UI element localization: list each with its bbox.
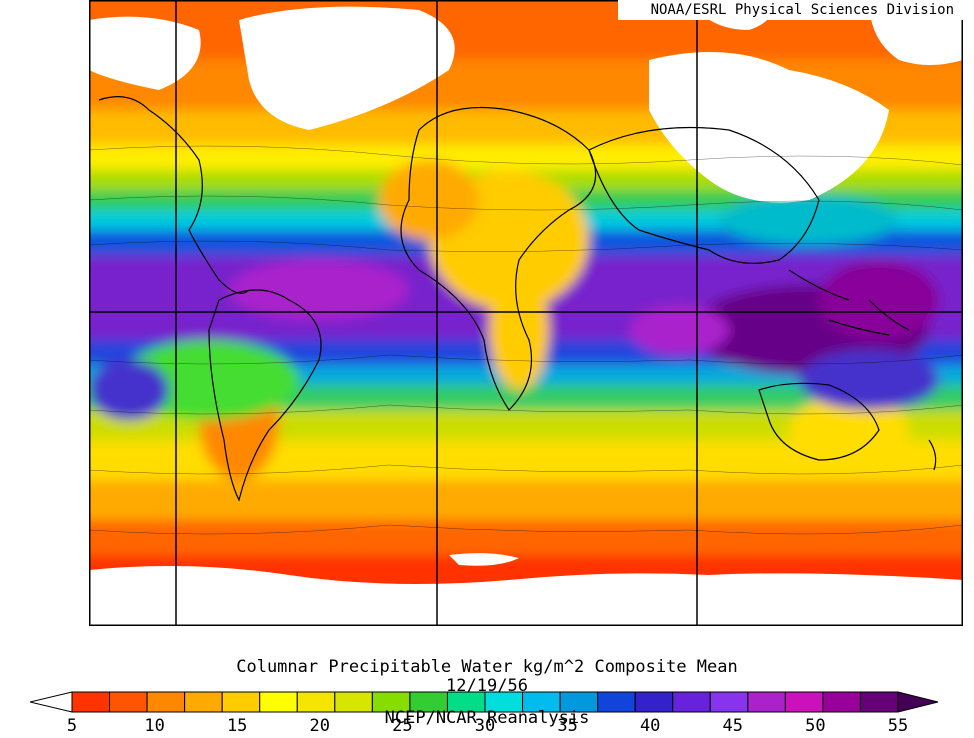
precipitable-water-map	[89, 0, 963, 626]
missing-data-regions	[89, 0, 963, 626]
colorbar-tick-label: 20	[309, 716, 331, 736]
coastlines	[98, 96, 937, 502]
map-border	[89, 0, 963, 626]
contour-lines	[89, 145, 963, 535]
colorbar-tick-label: 15	[226, 716, 248, 736]
colorbar-tick-label: 5	[66, 716, 78, 736]
colorbar-tick-label: 10	[144, 716, 165, 736]
colorbar-tick-label: 30	[474, 716, 496, 736]
colorbar-over-triangle	[897, 691, 939, 713]
colorbar-tick-label: 50	[805, 716, 826, 736]
colorbar-tick-label: 40	[639, 716, 661, 736]
colorbar	[30, 691, 939, 713]
data-source: NCEP/NCAR Reanalysis	[384, 708, 590, 728]
map-canvas	[89, 0, 963, 626]
colorbar-tick-label: 45	[722, 716, 744, 736]
colorbar-tick-label: 25	[392, 716, 413, 736]
colorbar-tick-label: 35	[557, 716, 578, 736]
colorbar-tick-label: 55	[887, 716, 909, 736]
credit-label: NOAA/ESRL Physical Sciences Division	[618, 0, 964, 20]
map-title: Columnar Precipitable Water kg/m^2 Compo…	[236, 657, 738, 677]
graticule	[89, 0, 963, 626]
map-date: 12/19/56	[446, 676, 528, 696]
